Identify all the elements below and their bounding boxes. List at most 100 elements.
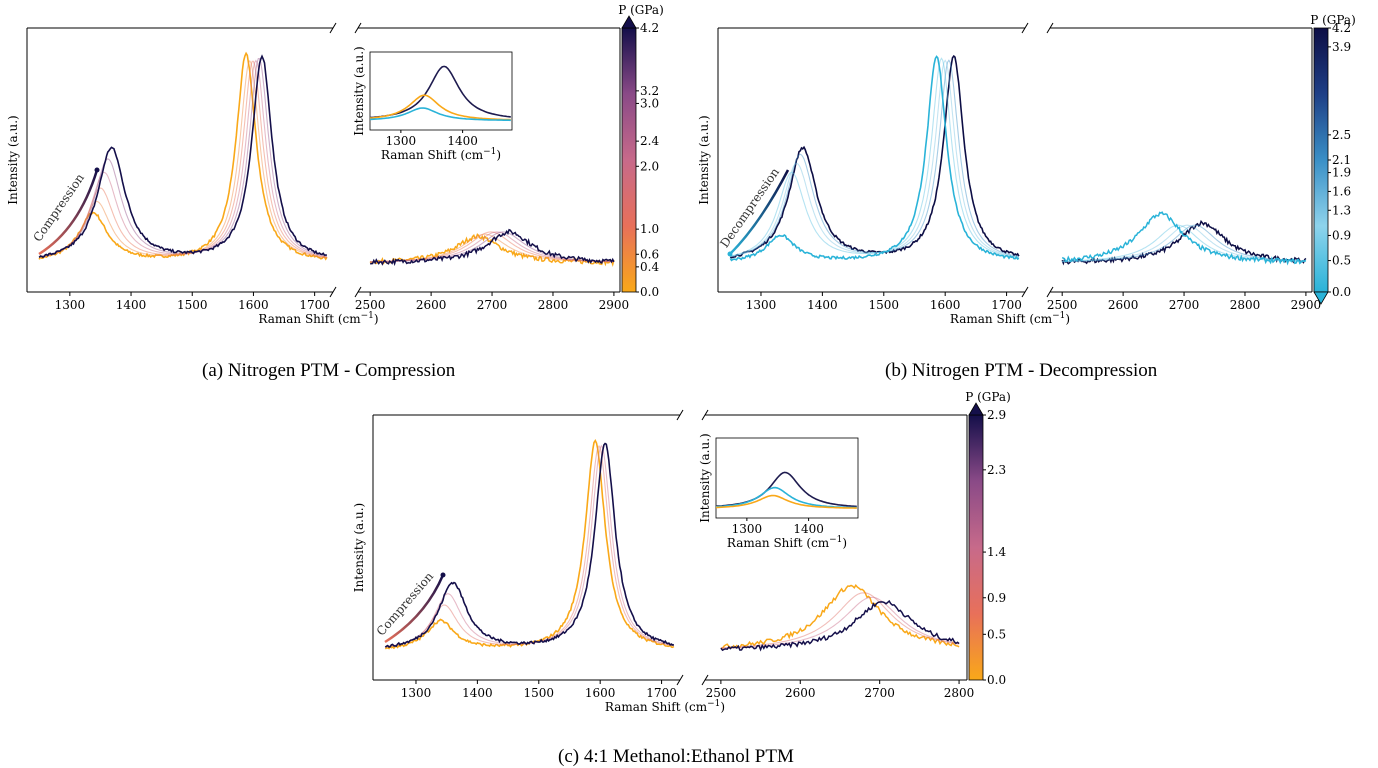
axis-break-mark [329,22,337,34]
series-line-right [720,592,960,649]
axis-break-mark [676,674,684,686]
xtick-label: 2800 [538,298,569,312]
axis-break-mark [1021,286,1029,298]
xtick-label: 1300 [401,686,432,700]
inset-x-label-close: ) [842,536,847,550]
xtick-label: 1300 [55,298,86,312]
caption-b: (b) Nitrogen PTM - Decompression [885,360,1158,381]
pressure-arrow [38,169,99,256]
colorbar [968,414,984,681]
colorbar [1313,27,1329,293]
inset-x-label-sup: −1 [829,535,842,545]
xtick-label: 2500 [1047,298,1078,312]
series-line-left [38,51,328,261]
pressure-arrow [384,574,445,644]
inset-y-label: Intensity (a.u.) [352,46,366,135]
axis-break-mark [354,286,362,298]
xtick-label: 2600 [785,686,816,700]
axis-break-mark [1046,22,1054,34]
series-line-left [730,59,1019,258]
colorbar-tick-label: 2.3 [987,463,1006,477]
xtick-label: 1600 [930,298,961,312]
x-axis-label-sup: −1 [707,699,720,709]
series-line-left [730,59,1019,258]
inset-xtick-label: 1300 [732,522,763,536]
axis-break-mark [1046,286,1054,298]
xtick-label: 1400 [807,298,838,312]
colorbar-tick-label: 2.5 [1332,128,1351,142]
xtick-label: 1400 [116,298,147,312]
series-line-left [385,444,674,648]
colorbar-tick-label: 0.4 [640,260,659,274]
series-line-left [38,54,327,259]
inset-a: 1300 1400 Intensity (a.u.) Raman Shift (cm−… [352,46,513,162]
colorbar-tick-label: 0.6 [640,247,659,261]
series-line-left [39,59,327,259]
colorbar-tick-label: 3.0 [640,96,659,110]
xtick-label: 2600 [416,298,447,312]
xtick-label: 2700 [864,686,895,700]
pressure-arrow-head [727,251,733,257]
series-line-right [720,596,960,649]
colorbar-tick-label: 0.0 [987,673,1006,687]
y-axis-label: Intensity (a.u.) [697,115,711,204]
x-axis-label-sup: −1 [1052,311,1065,321]
pressure-arrow-head [94,167,100,173]
inset-xtick-label: 1300 [386,134,417,148]
series-line-right [720,599,960,652]
xtick-label: 1600 [238,298,269,312]
series-line-right [370,231,614,263]
axis-break-mark [701,409,709,421]
series-line-right [370,231,614,263]
xtick-label: 1700 [646,686,677,700]
colorbar-extend [1313,291,1329,305]
inset-x-label-close: ) [496,148,501,162]
xtick-label: 1700 [299,298,330,312]
series-line-right [720,584,960,650]
series-line-right [1061,219,1307,266]
colorbar-tick-label: 1.6 [1332,184,1351,198]
y-axis-label: Intensity (a.u.) [352,503,366,592]
xtick-label: 1600 [585,686,616,700]
colorbar-label: P (GPa) [1310,13,1356,27]
colorbar [621,27,637,293]
inset-y-label: Intensity (a.u.) [698,433,712,522]
xtick-label: 2900 [599,298,630,312]
xtick-label: 2700 [477,298,508,312]
xtick-label: 1300 [746,298,777,312]
series-line-left [385,444,674,648]
axis-break-mark [676,409,684,421]
xtick-label: 2500 [355,298,386,312]
x-axis-label-sup: −1 [361,311,374,321]
colorbar-tick-label: 4.2 [1332,21,1351,35]
inset-line [369,94,511,121]
colorbar-tick-label: 2.0 [640,159,659,173]
xtick-label: 1400 [462,686,493,700]
x-axis-label-close: ) [720,700,725,714]
chart-a: 1300 1400 1500 1600 1700 2500 2600 2700 2800 2900… [6,3,664,326]
axis-break-mark [701,674,709,686]
series-line-right [370,228,615,267]
inset-x-label: Raman Shift (cm−1) [727,535,847,550]
inset-xtick-label: 1400 [447,134,478,148]
pressure-arrow-head [440,572,446,578]
colorbar-tick-label: 2.9 [987,408,1006,422]
xtick-label: 1500 [524,686,555,700]
xtick-label: 2600 [1108,298,1139,312]
inset-line [716,494,857,509]
colorbar-extend [621,15,637,29]
chart-b: 1300 1400 1500 1600 1700 2500 2600 2700 2800 2900… [697,13,1356,326]
colorbar-tick-label: 0.5 [987,627,1006,641]
inset-x-label: Raman Shift (cm−1) [381,147,501,162]
xtick-label: 2700 [1169,298,1200,312]
series-line-left [729,55,1020,262]
series-line-left [39,60,327,259]
xtick-label: 2800 [944,686,975,700]
colorbar-tick-label: 0.9 [1332,228,1351,242]
colorbar-tick-label: 4.2 [640,21,659,35]
axis-break-mark [329,286,337,298]
series-line-left [384,439,675,650]
series-line-left [729,54,1020,259]
caption-a: (a) Nitrogen PTM - Compression [202,360,456,381]
